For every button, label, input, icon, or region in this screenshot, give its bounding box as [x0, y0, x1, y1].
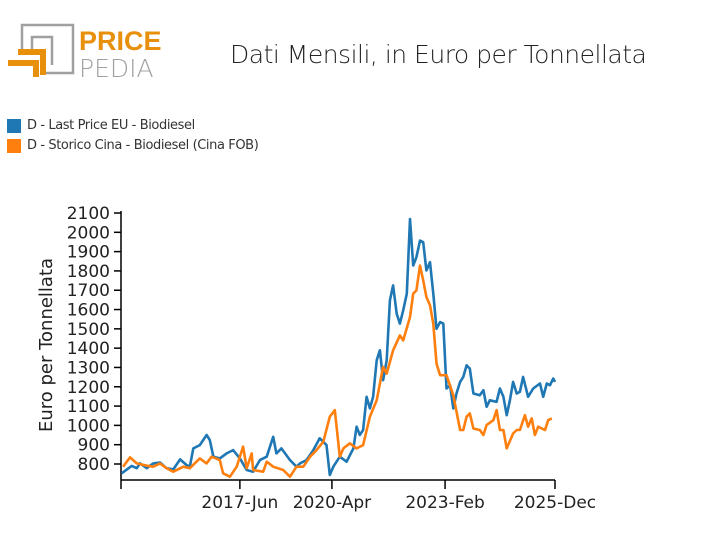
legend-label: D - Storico Cina - Biodiesel (Cina FOB): [27, 138, 259, 153]
y-axis-title: Euro per Tonnellata: [36, 258, 57, 432]
y-tick-label: 2100: [67, 204, 110, 224]
chart-title: Dati Mensili, in Euro per Tonnellata: [230, 40, 647, 69]
y-tick-label: 1300: [67, 358, 110, 378]
y-tick-label: 1700: [67, 281, 110, 301]
series-lines: [120, 217, 557, 479]
x-tick-label: 2017-Jun: [201, 493, 278, 513]
logo-text-price: PRICE: [79, 26, 162, 56]
x-tick-label: 2025-Dec: [514, 493, 596, 513]
axes: 8009001000110012001300140015001600170018…: [67, 204, 596, 513]
legend-swatch-orange: [7, 138, 21, 153]
series-line-1: [122, 264, 553, 479]
legend-label: D - Last Price EU - Biodiesel: [27, 118, 195, 133]
y-tick-label: 1900: [67, 243, 110, 263]
y-tick-label: 800: [78, 455, 110, 475]
legend-item-eu[interactable]: D - Last Price EU - Biodiesel: [7, 118, 195, 133]
y-tick-label: 900: [78, 436, 110, 456]
x-tick-label: 2023-Feb: [405, 493, 485, 513]
y-tick-label: 1500: [67, 320, 110, 340]
y-tick-label: 1600: [67, 301, 110, 321]
pricepedia-logo: PRICE PEDIA: [8, 23, 162, 83]
y-tick-label: 2000: [67, 223, 110, 243]
y-tick-label: 1100: [67, 397, 110, 417]
y-tick-label: 1400: [67, 339, 110, 359]
y-tick-label: 1000: [67, 416, 110, 436]
y-tick-label: 1200: [67, 378, 110, 398]
x-tick-label: 2020-Apr: [293, 493, 371, 513]
y-tick-label: 1800: [67, 262, 110, 282]
legend-swatch-blue: [7, 118, 21, 133]
legend-item-cina[interactable]: D - Storico Cina - Biodiesel (Cina FOB): [7, 138, 259, 153]
logo-text-pedia: PEDIA: [79, 54, 154, 83]
